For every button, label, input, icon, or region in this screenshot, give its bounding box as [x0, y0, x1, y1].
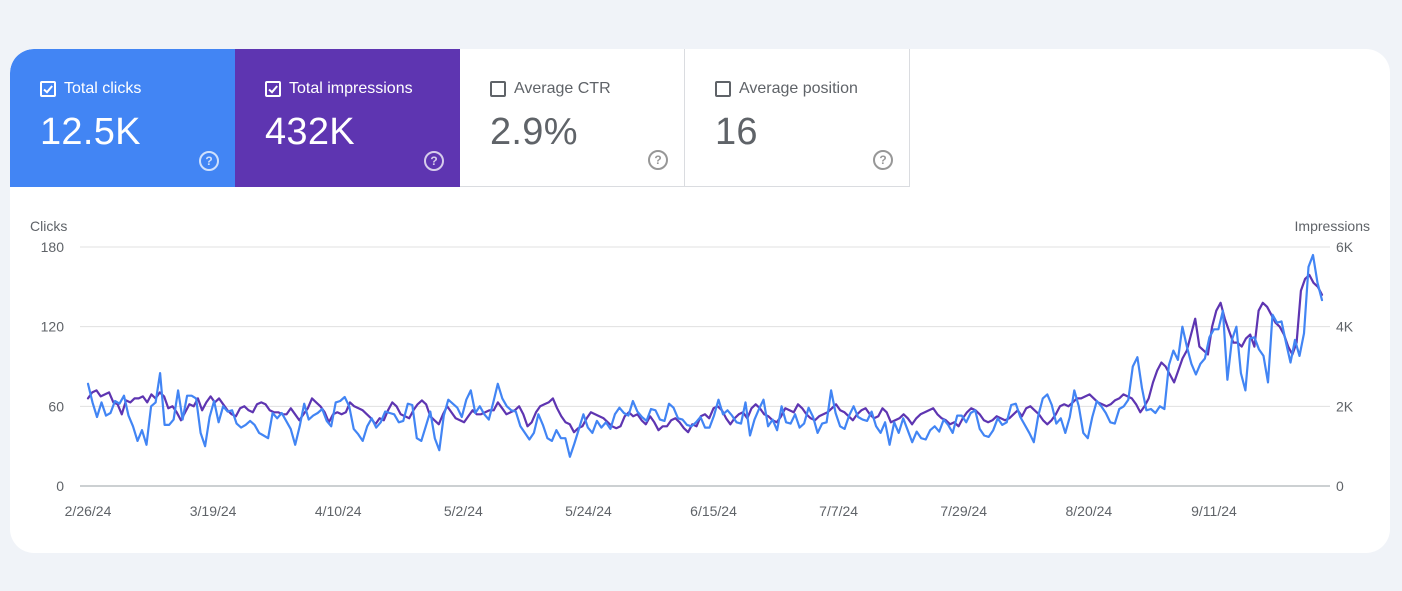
- metric-value: 2.9%: [490, 111, 578, 153]
- metric-tile-average-position[interactable]: Average position 16 ?: [685, 49, 910, 187]
- x-tick-label: 8/20/24: [1065, 503, 1112, 519]
- metric-value: 12.5K: [40, 111, 141, 153]
- x-tick-label: 4/10/24: [315, 503, 362, 519]
- chart-svg[interactable]: Clicks Impressions 0 0 60 2K 120 4K 180 6K 2/26…: [10, 209, 1390, 549]
- help-icon[interactable]: ?: [199, 151, 219, 171]
- y-left-tick-label: 120: [41, 319, 65, 335]
- y-right-tick-label: 4K: [1336, 319, 1354, 335]
- x-tick-label: 9/11/24: [1191, 503, 1237, 519]
- x-tick-label: 5/24/24: [565, 503, 612, 519]
- x-tick-label: 7/29/24: [940, 503, 987, 519]
- help-icon[interactable]: ?: [873, 150, 893, 170]
- y-ticks: 0 0 60 2K 120 4K 180 6K: [41, 239, 1354, 494]
- y-left-tick-label: 0: [56, 478, 64, 494]
- y-right-tick-label: 2K: [1336, 398, 1354, 414]
- metric-label: Total clicks: [64, 80, 142, 97]
- metric-header: Total impressions: [265, 80, 413, 98]
- y-left-axis-label: Clicks: [30, 218, 67, 234]
- performance-card: Total clicks 12.5K ? Total impressions 4…: [10, 49, 1390, 553]
- impressions-series-line[interactable]: [86, 273, 1324, 434]
- clicks-series-line[interactable]: [86, 253, 1324, 458]
- x-ticks: 2/26/24 3/19/24 4/10/24 5/2/24 5/24/24 6/15/2…: [65, 503, 1237, 519]
- series-lines[interactable]: [86, 253, 1324, 458]
- metric-header: Average position: [715, 80, 858, 98]
- metric-header: Average CTR: [490, 80, 611, 98]
- check-icon[interactable]: [265, 81, 281, 97]
- y-left-tick-label: 60: [48, 398, 64, 414]
- y-left-tick-label: 180: [41, 239, 65, 255]
- metric-tile-average-ctr[interactable]: Average CTR 2.9% ?: [460, 49, 685, 187]
- help-icon[interactable]: ?: [424, 151, 444, 171]
- checkbox-unchecked-icon[interactable]: [715, 81, 731, 97]
- metric-tile-total-clicks[interactable]: Total clicks 12.5K ?: [10, 49, 235, 187]
- metric-value: 16: [715, 111, 758, 153]
- grid: [80, 246, 1330, 487]
- x-tick-label: 3/19/24: [190, 503, 237, 519]
- metric-header: Total clicks: [40, 80, 141, 98]
- y-right-tick-label: 0: [1336, 478, 1344, 494]
- metric-label: Total impressions: [289, 80, 413, 97]
- y-right-axis-label: Impressions: [1295, 218, 1370, 234]
- metric-tile-total-impressions[interactable]: Total impressions 432K ?: [235, 49, 460, 187]
- metric-tiles: Total clicks 12.5K ? Total impressions 4…: [10, 49, 910, 187]
- x-tick-label: 6/15/24: [690, 503, 737, 519]
- check-icon[interactable]: [40, 81, 56, 97]
- x-tick-label: 7/7/24: [819, 503, 858, 519]
- metric-label: Average CTR: [514, 80, 611, 97]
- metric-label: Average position: [739, 80, 858, 97]
- help-icon[interactable]: ?: [648, 150, 668, 170]
- metric-value: 432K: [265, 111, 355, 153]
- checkbox-unchecked-icon[interactable]: [490, 81, 506, 97]
- x-tick-label: 2/26/24: [65, 503, 112, 519]
- y-right-tick-label: 6K: [1336, 239, 1354, 255]
- performance-chart[interactable]: Clicks Impressions 0 0 60 2K 120 4K 180 6K 2/26…: [10, 209, 1390, 549]
- x-tick-label: 5/2/24: [444, 503, 483, 519]
